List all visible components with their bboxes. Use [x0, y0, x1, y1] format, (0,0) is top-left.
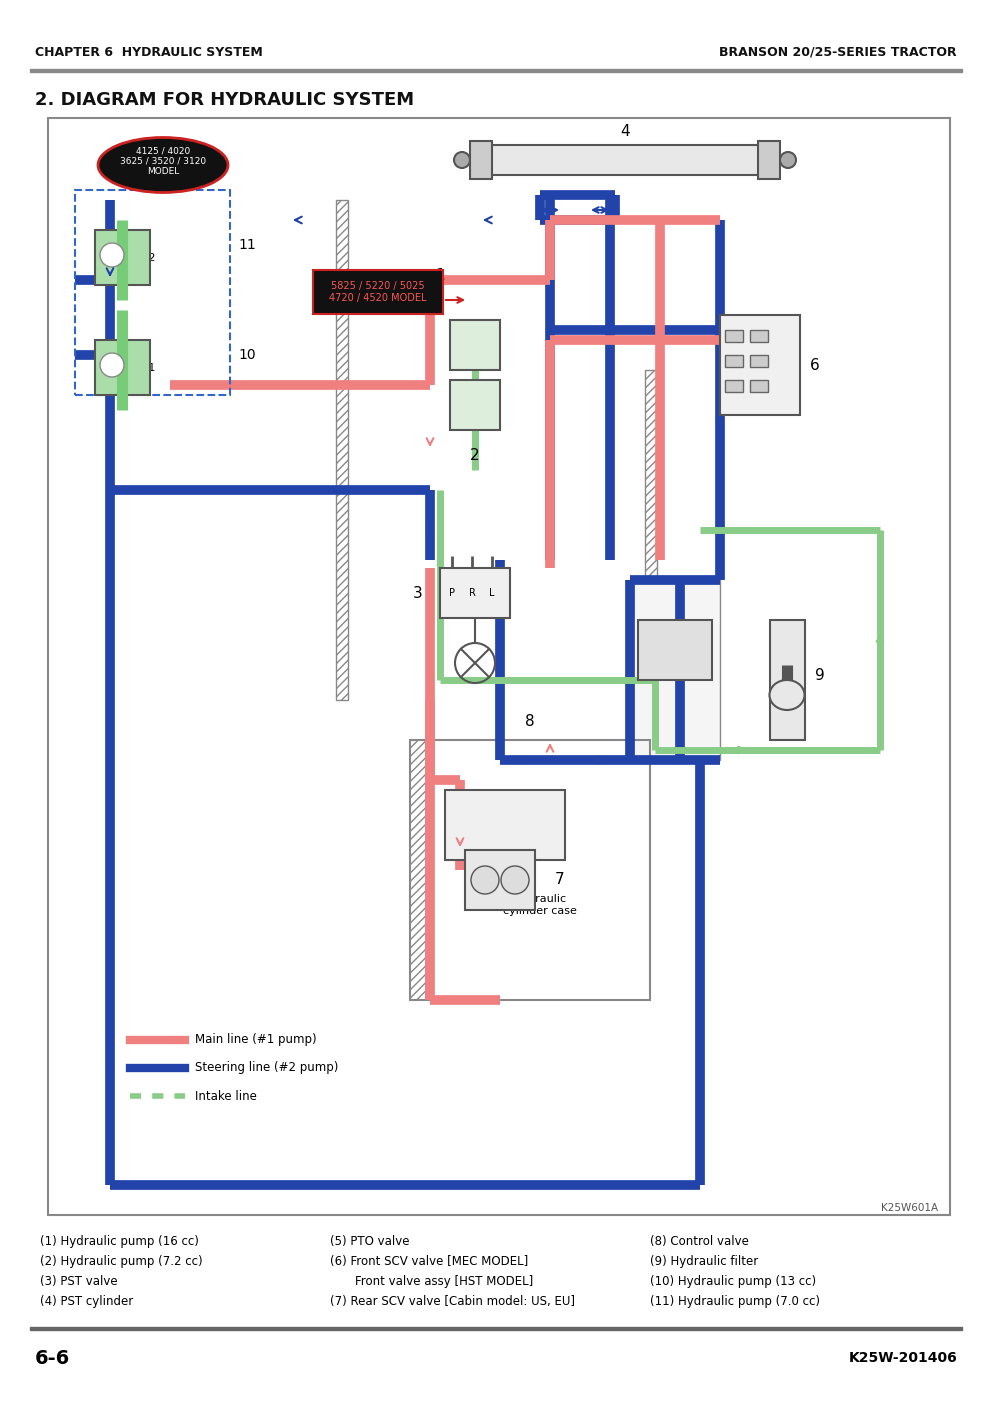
Text: 9: 9	[815, 668, 824, 682]
Text: 8: 8	[525, 714, 535, 730]
Text: Hydraulic
cylinder case: Hydraulic cylinder case	[503, 894, 577, 916]
Bar	[410, 739, 650, 1000]
Text: 4125 / 4020
3625 / 3520 / 3120
MODEL: 4125 / 4020 3625 / 3520 / 3120 MODEL	[120, 146, 206, 175]
Text: Intake line: Intake line	[195, 1090, 257, 1103]
Ellipse shape	[770, 680, 805, 710]
Text: 11: 11	[238, 239, 256, 253]
Bar	[770, 620, 805, 739]
Text: K25W-201406: K25W-201406	[848, 1351, 957, 1365]
Bar	[720, 316, 800, 415]
Text: (1) Hydraulic pump (16 cc): (1) Hydraulic pump (16 cc)	[40, 1236, 198, 1249]
Text: 2: 2	[470, 448, 480, 463]
Text: (11) Hydraulic pump (7.0 cc): (11) Hydraulic pump (7.0 cc)	[650, 1295, 820, 1309]
Text: #2: #2	[139, 253, 156, 262]
Bar	[30, 69, 962, 72]
Text: (5) PTO valve: (5) PTO valve	[330, 1236, 410, 1249]
Text: 1: 1	[435, 268, 444, 282]
Text: (6) Front SCV valve [MEC MODEL]: (6) Front SCV valve [MEC MODEL]	[330, 1256, 529, 1268]
Text: Main line (#1 pump): Main line (#1 pump)	[195, 1034, 316, 1047]
Text: +: +	[107, 361, 117, 370]
Text: 6-6: 6-6	[35, 1348, 70, 1368]
Circle shape	[780, 152, 796, 168]
Bar	[725, 355, 743, 368]
Text: 4: 4	[620, 125, 630, 139]
Circle shape	[501, 866, 529, 894]
Text: 6: 6	[810, 358, 819, 373]
Circle shape	[100, 243, 124, 267]
Bar	[758, 140, 780, 180]
Text: P: P	[449, 588, 455, 598]
Bar	[470, 140, 492, 180]
Bar	[490, 145, 760, 175]
Text: K25W601A: K25W601A	[881, 1202, 938, 1214]
Bar	[645, 370, 657, 751]
Bar	[75, 189, 230, 396]
Bar	[638, 620, 712, 680]
Text: BRANSON 20/25-SERIES TRACTOR: BRANSON 20/25-SERIES TRACTOR	[719, 45, 957, 59]
Bar	[30, 1327, 962, 1330]
Circle shape	[454, 152, 470, 168]
Text: (8) Control valve: (8) Control valve	[650, 1236, 749, 1249]
Text: 2. DIAGRAM FOR HYDRAULIC SYSTEM: 2. DIAGRAM FOR HYDRAULIC SYSTEM	[35, 91, 414, 109]
Text: Front valve assy [HST MODEL]: Front valve assy [HST MODEL]	[355, 1275, 534, 1288]
Bar	[630, 579, 720, 760]
Bar	[95, 340, 150, 396]
Bar	[410, 739, 425, 1000]
Text: 3: 3	[413, 585, 423, 600]
Text: #1: #1	[467, 340, 483, 349]
Text: 10: 10	[238, 348, 256, 362]
Text: CHAPTER 6  HYDRAULIC SYSTEM: CHAPTER 6 HYDRAULIC SYSTEM	[35, 45, 263, 59]
Bar	[725, 330, 743, 342]
Text: +: +	[107, 250, 117, 260]
Bar	[336, 201, 348, 700]
Bar	[445, 790, 565, 860]
Text: (7) Rear SCV valve [Cabin model: US, EU]: (7) Rear SCV valve [Cabin model: US, EU]	[330, 1295, 575, 1309]
Bar	[725, 380, 743, 391]
Bar	[450, 320, 500, 370]
Text: #1: #1	[139, 363, 155, 373]
Text: (2) Hydraulic pump (7.2 cc): (2) Hydraulic pump (7.2 cc)	[40, 1256, 202, 1268]
Bar	[750, 355, 768, 368]
Bar	[48, 118, 950, 1215]
Circle shape	[100, 354, 124, 377]
Text: L: L	[489, 588, 495, 598]
Bar	[750, 380, 768, 391]
Text: Steering line (#2 pump): Steering line (#2 pump)	[195, 1062, 338, 1075]
Bar	[313, 269, 443, 314]
Circle shape	[471, 866, 499, 894]
Text: 5825 / 5220 / 5025
4720 / 4520 MODEL: 5825 / 5220 / 5025 4720 / 4520 MODEL	[329, 281, 427, 303]
Bar	[465, 850, 535, 911]
Text: (9) Hydraulic filter: (9) Hydraulic filter	[650, 1256, 758, 1268]
Text: 7: 7	[555, 873, 564, 888]
Text: R: R	[468, 588, 475, 598]
Bar	[450, 380, 500, 429]
Text: (4) PST cylinder: (4) PST cylinder	[40, 1295, 133, 1309]
Text: (3) PST valve: (3) PST valve	[40, 1275, 118, 1288]
Text: 5: 5	[671, 643, 680, 658]
Ellipse shape	[98, 137, 228, 192]
Text: (10) Hydraulic pump (13 cc): (10) Hydraulic pump (13 cc)	[650, 1275, 816, 1288]
Text: #2: #2	[467, 400, 483, 410]
Bar	[750, 330, 768, 342]
Bar	[95, 230, 150, 285]
Bar	[440, 568, 510, 617]
